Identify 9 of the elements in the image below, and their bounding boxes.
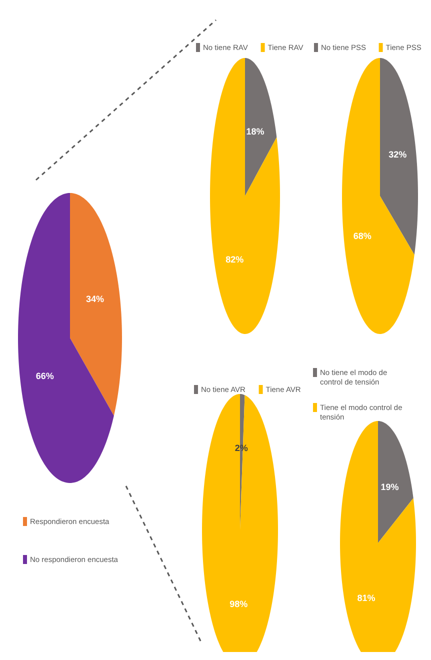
data-label: 66% xyxy=(36,370,54,381)
data-label: 68% xyxy=(353,231,372,242)
data-label: 98% xyxy=(230,599,248,610)
data-label: 81% xyxy=(357,592,376,603)
data-label: 18% xyxy=(246,126,264,136)
data-label: 32% xyxy=(388,150,407,160)
data-label: 19% xyxy=(380,482,399,492)
data-label: 82% xyxy=(226,254,244,264)
data-label: 34% xyxy=(86,294,104,304)
